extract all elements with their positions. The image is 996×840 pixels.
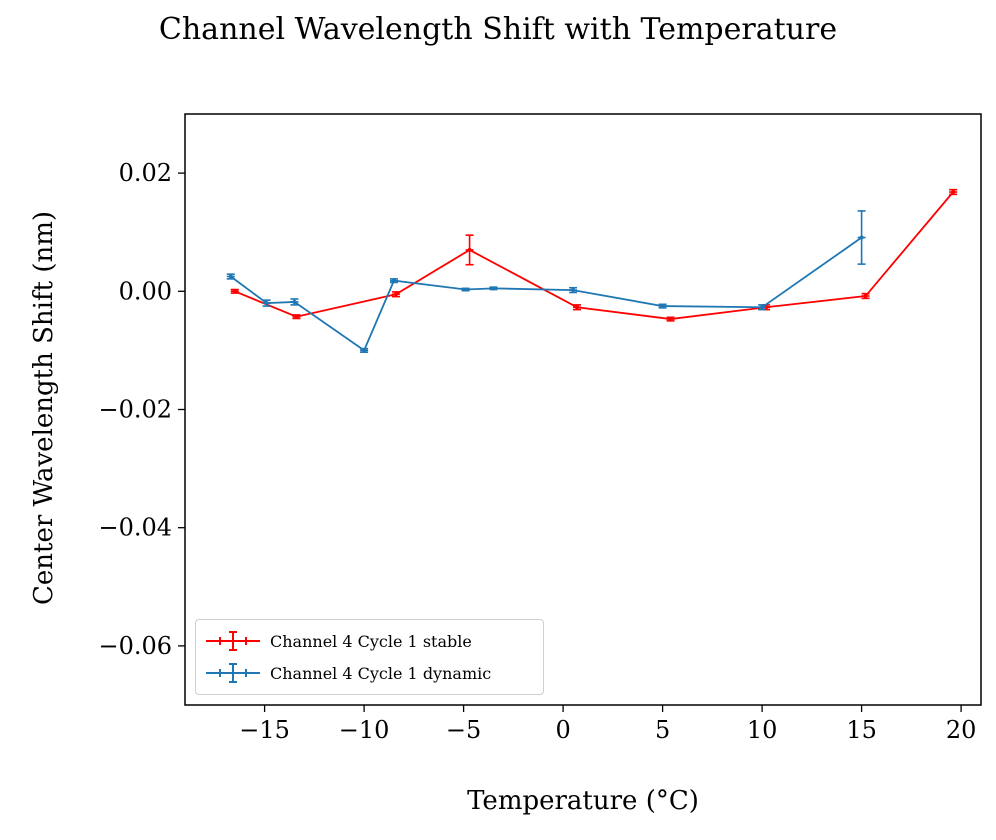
x-tick-label: 0	[555, 716, 570, 744]
y-tick-label: −0.06	[98, 632, 172, 660]
data-point-1	[360, 347, 369, 353]
legend-swatch-stable	[206, 631, 260, 651]
x-tick-label: 20	[946, 716, 977, 744]
data-marker	[232, 289, 237, 294]
data-point-1	[857, 210, 866, 265]
data-point-1	[226, 273, 235, 280]
x-tick-label: 10	[747, 716, 778, 744]
series-line-0	[234, 191, 954, 320]
data-point-0	[861, 292, 870, 300]
data-marker	[463, 287, 468, 292]
data-marker	[571, 288, 576, 293]
chart-title: Channel Wavelength Shift with Temperatur…	[158, 12, 838, 47]
data-marker	[760, 305, 765, 310]
data-marker	[362, 348, 367, 353]
series-line-1	[230, 236, 863, 352]
data-point-0	[573, 304, 582, 311]
data-point-0	[292, 314, 301, 320]
data-point-0	[666, 316, 675, 322]
x-tick-label: −5	[446, 716, 481, 744]
x-tick-label: 5	[655, 716, 670, 744]
y-tick-label: 0.02	[119, 159, 172, 187]
data-marker	[668, 317, 673, 322]
legend-entry-stable: Channel 4 Cycle 1 stable	[204, 629, 472, 653]
axes: −15 −10 −5 0 5 10 15 20 0.02 0.00 −0.02 −0.04 −0.06	[98, 113, 982, 744]
data-point-1	[461, 287, 470, 292]
data-point-1	[489, 286, 498, 291]
data-point-0	[391, 291, 400, 298]
y-tick-label: −0.04	[98, 514, 172, 542]
legend-label-dynamic: Channel 4 Cycle 1 dynamic	[270, 663, 492, 683]
series-layer	[226, 188, 958, 353]
data-marker	[660, 304, 665, 309]
legend-entry-dynamic: Channel 4 Cycle 1 dynamic	[204, 661, 491, 685]
data-marker	[859, 235, 864, 240]
data-marker	[292, 299, 297, 304]
data-point-1	[758, 304, 767, 311]
x-tick-label: −15	[239, 716, 290, 744]
legend-swatch-dynamic	[206, 663, 260, 683]
data-point-1	[389, 278, 398, 284]
data-marker	[391, 278, 396, 283]
x-tick-label: −10	[339, 716, 390, 744]
x-tick-label: 15	[846, 716, 877, 744]
legend-label-stable: Channel 4 Cycle 1 stable	[270, 631, 472, 651]
data-marker	[467, 247, 472, 252]
data-marker	[863, 294, 868, 299]
y-axis-label: Center Wavelength Shift (nm)	[29, 210, 59, 606]
data-point-1	[569, 286, 578, 294]
data-point-1	[658, 303, 667, 309]
data-point-1	[262, 299, 271, 307]
data-point-0	[465, 234, 474, 266]
x-axis-label: Temperature (°C)	[467, 786, 699, 816]
y-tick-label: 0.00	[119, 277, 172, 305]
legend: Channel 4 Cycle 1 stable Channel 4 Cycle…	[195, 619, 544, 695]
plot-frame	[184, 113, 982, 706]
data-marker	[491, 286, 496, 291]
data-marker	[294, 314, 299, 319]
data-marker	[575, 305, 580, 310]
data-marker	[951, 190, 956, 195]
data-point-0	[949, 188, 958, 196]
data-marker	[264, 301, 269, 306]
data-point-0	[230, 288, 239, 294]
y-tick-label: −0.02	[98, 396, 172, 424]
data-marker	[393, 292, 398, 297]
data-marker	[228, 274, 233, 279]
data-point-1	[290, 298, 299, 306]
